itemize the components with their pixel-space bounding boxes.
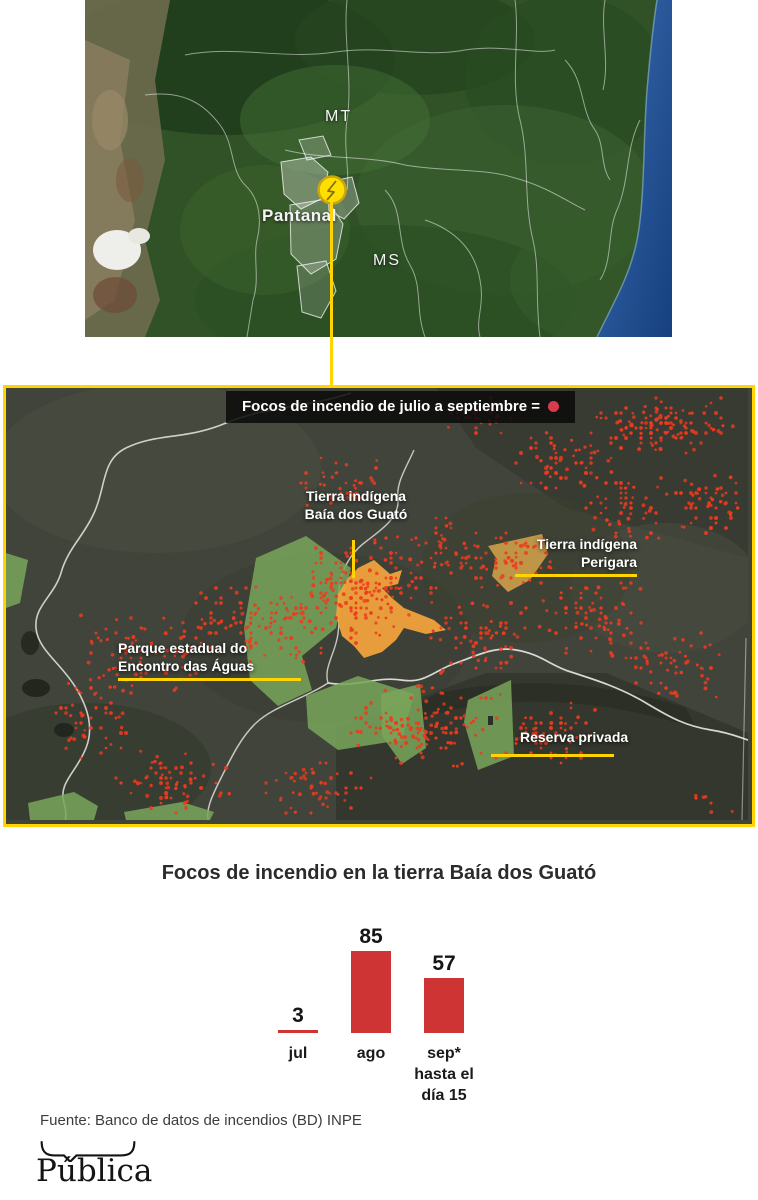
- bar: [424, 978, 464, 1033]
- annotation-guato-line2: Baía dos Guató: [304, 505, 408, 522]
- protected-areas: [6, 536, 514, 820]
- annotation-perigara-line1: Tierra indígena: [536, 536, 637, 552]
- bar-column-sep: 57: [422, 953, 466, 1033]
- state-label-ms: MS: [373, 252, 401, 269]
- category-label-sep: sep* hasta el día 15: [414, 1044, 474, 1106]
- bar: [351, 951, 391, 1033]
- bar-value-label: 3: [292, 1004, 304, 1027]
- detail-map-art: [6, 388, 748, 820]
- fire-dot-icon: [548, 401, 559, 412]
- reserva-building: [488, 716, 493, 725]
- fire-marker-icon: [317, 175, 347, 205]
- pointer-line-parque: [118, 678, 301, 681]
- annotation-reserva: Reserva privada: [520, 729, 650, 747]
- category-subtext: día 15: [421, 1086, 467, 1104]
- river-lines: [35, 392, 748, 820]
- bar-value-label: 85: [359, 925, 383, 948]
- bar-column-ago: 85: [349, 926, 393, 1033]
- logo-brace-icon: [40, 1141, 136, 1162]
- state-label-mt: MT: [325, 108, 353, 125]
- annotation-guato: Tierra indígena Baía dos Guató: [286, 488, 426, 523]
- pointer-line-perigara: [515, 574, 637, 577]
- chart-bars: 3 85 57: [276, 926, 466, 1033]
- publica-logo: Pública: [36, 1140, 196, 1200]
- bar: [278, 1030, 318, 1033]
- state-borders: [144, 0, 641, 337]
- locator-map-art: [85, 0, 672, 337]
- locator-map: MT Pantanal MS: [85, 0, 672, 337]
- category-text: sep*: [427, 1045, 461, 1062]
- source-text: Fuente: Banco de datos de incendios (BD)…: [40, 1112, 362, 1129]
- logo-wordmark: Pública: [36, 1153, 153, 1189]
- fire-legend-text: Focos de incendio de julio a septiembre …: [242, 398, 540, 415]
- category-text: ago: [356, 1045, 386, 1062]
- category-label-jul: jul: [276, 1044, 320, 1106]
- category-text: jul: [288, 1045, 308, 1062]
- annotation-parque: Parque estadual do Encontro das Águas: [118, 640, 298, 675]
- zoom-connector-line: [330, 202, 333, 388]
- annotation-perigara-line2: Perigara: [580, 553, 637, 570]
- chart-title: Focos de incendio en la tierra Baía dos …: [161, 862, 597, 884]
- annotation-parque-line2: Encontro das Águas: [118, 657, 255, 674]
- pointer-line-reserva: [491, 754, 614, 757]
- detail-fire-map: Focos de incendio de julio a septiembre …: [3, 385, 755, 827]
- annotation-parque-line1: Parque estadual do: [118, 640, 248, 656]
- category-subtext: hasta el: [414, 1065, 474, 1083]
- category-label-ago: ago: [349, 1044, 393, 1106]
- region-label-pantanal: Pantanal: [262, 206, 337, 225]
- chart-category-labels: jul ago sep* hasta el día 15: [276, 1044, 474, 1106]
- annotation-perigara: Tierra indígena Perigara: [511, 536, 637, 571]
- bar-value-label: 57: [432, 952, 456, 975]
- bar-column-jul: 3: [276, 1005, 320, 1033]
- annotation-guato-line1: Tierra indígena: [305, 488, 407, 504]
- pointer-line-guato: [352, 540, 355, 578]
- bar-chart: Focos de incendio en la tierra Baía dos …: [0, 862, 758, 1104]
- annotation-reserva-line1: Reserva privada: [520, 729, 629, 745]
- fire-hotspot-dots: [54, 396, 740, 815]
- fire-legend: Focos de incendio de julio a septiembre …: [226, 391, 575, 423]
